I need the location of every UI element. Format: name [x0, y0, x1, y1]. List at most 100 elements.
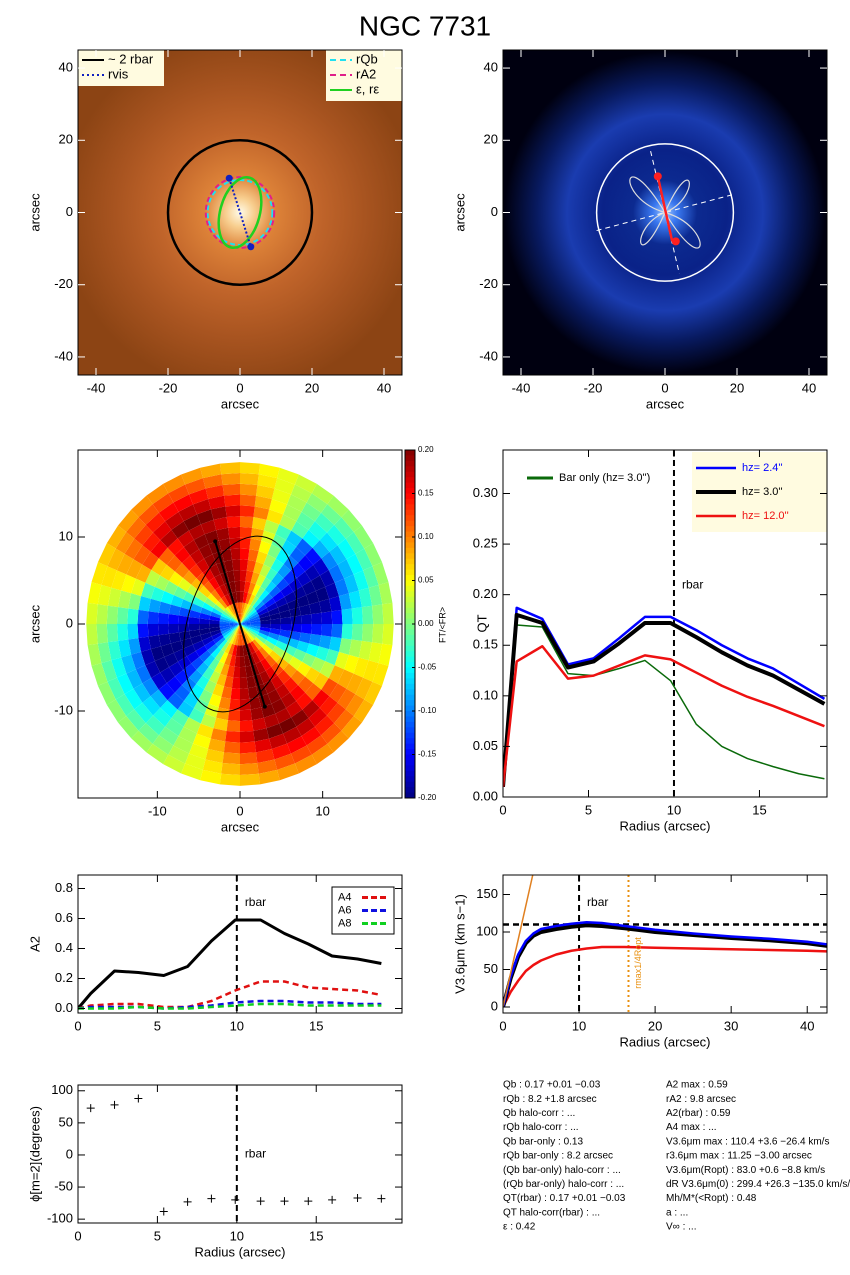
plot-area	[86, 462, 394, 786]
heatmap-cell	[279, 610, 291, 619]
point	[280, 1197, 289, 1206]
legend-box	[78, 50, 164, 86]
colorbar-tick-label: 0.00	[418, 619, 434, 628]
heatmap-cell	[182, 555, 197, 571]
heatmap-cell	[240, 624, 250, 629]
heatmap-cell	[246, 606, 255, 617]
heatmap-cell	[240, 634, 243, 646]
heatmap-cell	[141, 582, 155, 599]
heatmap-cell	[107, 548, 125, 571]
colorbar-cell	[405, 749, 415, 755]
heatmap-cell	[221, 628, 232, 635]
heatmap-cell	[131, 495, 153, 518]
colorbar-cell	[405, 542, 415, 549]
heatmap-cell	[329, 683, 347, 703]
heatmap-cell	[250, 571, 260, 585]
heatmap-cell	[246, 559, 256, 572]
heatmap-cell	[275, 549, 290, 565]
colorbar-tick-label: -0.10	[418, 706, 437, 715]
colorbar-cell	[405, 477, 415, 484]
x-tick-label: 40	[800, 1018, 814, 1033]
heatmap-cell	[192, 733, 211, 750]
parameter-line: rQb : 8.2 +1.8 arcsec	[503, 1094, 597, 1105]
heatmap-cell	[249, 618, 261, 623]
heatmap-cell	[296, 511, 315, 530]
heatmap-cell	[341, 715, 362, 739]
heatmap-cell	[199, 624, 210, 630]
x-tick-label: 0	[236, 380, 243, 395]
heatmap-cell	[277, 763, 299, 781]
heatmap-cell	[186, 584, 200, 598]
heatmap-cell	[160, 700, 178, 719]
heatmap-cell	[203, 581, 216, 594]
point	[110, 1100, 119, 1109]
heatmap-cell	[190, 549, 205, 565]
heatmap-cell	[211, 589, 222, 602]
heatmap-cell	[231, 624, 240, 632]
colorbar-cell	[405, 656, 415, 663]
heatmap-cell	[174, 546, 191, 563]
heatmap-cell	[234, 656, 240, 668]
heatmap-cell	[277, 635, 290, 645]
heatmap-cell	[153, 521, 172, 541]
heatmap-cell	[167, 692, 184, 710]
heatmap-cell	[229, 655, 236, 667]
heatmap-cell	[270, 558, 284, 573]
x-axis-label: arcsec	[646, 396, 685, 411]
heatmap-cell	[189, 629, 201, 638]
heatmap-cell	[87, 643, 102, 666]
heatmap-cell	[199, 544, 213, 559]
heatmap-cell	[248, 610, 258, 619]
plot-frame	[77, 874, 403, 1014]
heatmap-cell	[321, 551, 338, 571]
heatmap-cell	[372, 604, 384, 624]
heatmap-cell	[189, 743, 209, 760]
heatmap-cell	[270, 624, 281, 630]
heatmap-cell	[280, 650, 294, 664]
heatmap-cell	[258, 589, 269, 602]
heatmap-cell	[209, 626, 221, 633]
heatmap-cell	[158, 726, 179, 746]
series-line	[78, 1002, 382, 1010]
heatmap-cell	[264, 654, 277, 667]
heatmap-cell	[233, 624, 240, 634]
heatmap-cell	[240, 602, 243, 614]
heatmap-cell	[276, 578, 289, 592]
series-line	[503, 645, 825, 788]
heatmap-cell	[245, 632, 253, 643]
heatmap-cell	[137, 609, 149, 624]
heatmap-cell	[240, 548, 250, 560]
colorbar-cell	[405, 765, 415, 772]
reference-label: rbar	[587, 895, 608, 909]
colorbar-cell	[405, 450, 415, 456]
x-tick-label: 10	[230, 1228, 244, 1243]
heatmap-cell	[151, 558, 167, 576]
heatmap-cell	[121, 654, 136, 674]
plot-area	[86, 1085, 386, 1223]
series-line	[503, 612, 826, 788]
heatmap-cell	[269, 612, 281, 620]
parameter-line: rQb bar-only : 8.2 arcsec	[503, 1151, 613, 1162]
heatmap-cell	[240, 617, 249, 624]
heatmap-cell	[311, 483, 334, 505]
heatmap-cell	[127, 608, 139, 624]
colorbar-cell	[405, 738, 415, 745]
heatmap-cell	[97, 543, 116, 567]
heatmap-cell	[358, 640, 373, 661]
heatmap-cell	[240, 741, 257, 754]
heatmap-cell	[207, 643, 219, 655]
heatmap-cell	[233, 666, 240, 678]
heatmap-cell	[240, 483, 258, 496]
colorbar-cell	[405, 564, 415, 571]
heatmap-cell	[168, 745, 190, 764]
overlay-dot	[671, 237, 680, 246]
heatmap-cell	[178, 504, 197, 522]
heatmap-cell	[302, 529, 320, 548]
plot-area	[503, 450, 826, 797]
colorbar-cell	[405, 466, 415, 473]
heatmap-cell	[334, 517, 354, 539]
heatmap-cell	[249, 538, 262, 552]
heatmap-cell	[221, 549, 232, 562]
y-tick-label: 20	[484, 132, 498, 147]
heatmap-cell	[226, 665, 235, 678]
